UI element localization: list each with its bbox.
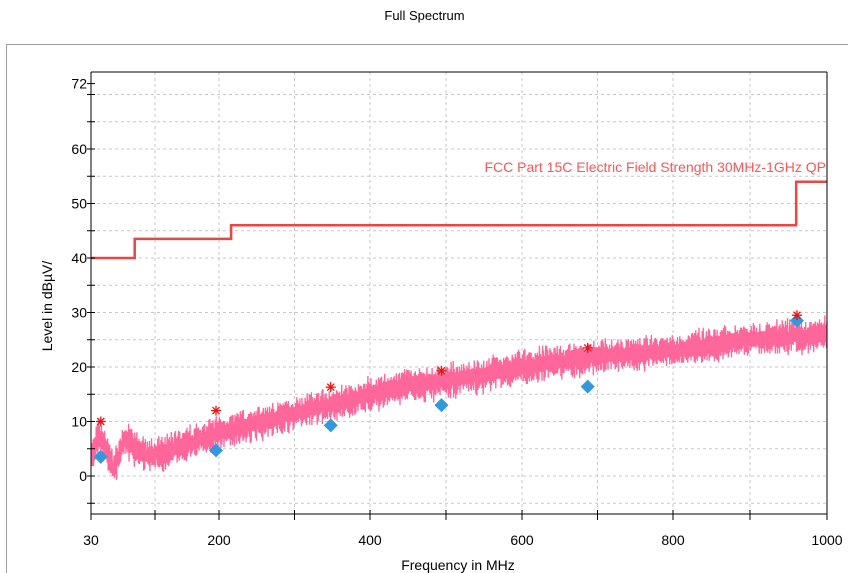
y-tick-label: 30 — [71, 305, 87, 321]
plot-frame — [6, 44, 848, 573]
y-tick-label: 0 — [79, 468, 87, 484]
qp-marker — [789, 313, 804, 328]
x-axis-label: Frequency in MHz — [401, 557, 515, 573]
qp-marker — [580, 379, 595, 394]
qp-marker — [93, 449, 108, 464]
qp-marker — [434, 398, 449, 413]
peak-marker — [325, 382, 336, 393]
limit-layer — [91, 180, 827, 260]
y-tick-label: 72 — [71, 76, 87, 92]
chart-title: Full Spectrum — [384, 8, 465, 23]
peak-marker — [436, 365, 447, 376]
peak-marker — [791, 310, 802, 321]
y-tick-label: 10 — [71, 414, 87, 430]
limit-line-label: FCC Part 15C Electric Field Strength 30M… — [484, 159, 826, 175]
y-tick-label: 20 — [71, 359, 87, 375]
axes: 0 10 20 30 40 50 60 72 30 200 400 600 800 1000 — [71, 71, 843, 548]
peak-marker — [582, 342, 593, 353]
y-axis-label: Level in dBµV/ — [39, 261, 55, 352]
x-tick-label: 800 — [661, 532, 685, 548]
spectrum-trace — [90, 315, 828, 481]
peak-marker — [95, 416, 106, 427]
x-tick-label: 400 — [358, 532, 382, 548]
qp-marker — [323, 418, 338, 433]
y-tick-label: 60 — [71, 141, 87, 157]
y-tick-label: 40 — [71, 250, 87, 266]
y-tick-label: 50 — [71, 196, 87, 212]
spectrum-layer — [90, 315, 828, 481]
x-tick-label: 200 — [207, 532, 231, 548]
x-tick-label: 30 — [83, 532, 99, 548]
qp-marker — [208, 443, 223, 458]
x-tick-label: 1000 — [811, 532, 842, 548]
limit-line — [91, 180, 827, 260]
marker-layer — [93, 310, 804, 464]
peak-marker — [210, 405, 221, 416]
x-tick-label: 600 — [510, 532, 534, 548]
